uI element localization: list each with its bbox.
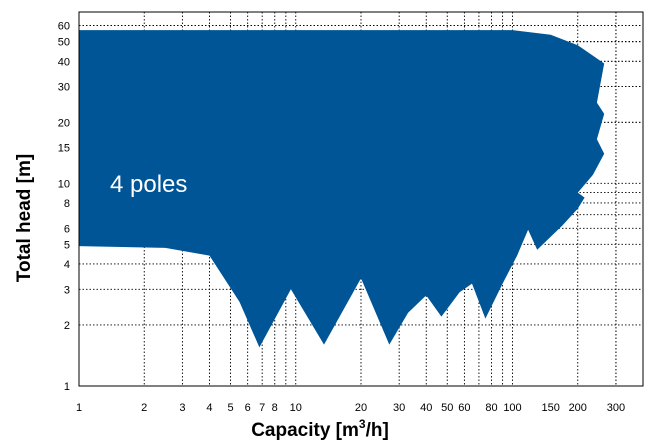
y-axis-tick-labels: 1 2 3 4 5 6 8 10 15 20 30 40 50 60 — [58, 21, 70, 393]
x-tick-label: 6 — [245, 402, 251, 414]
x-tick-label: 40 — [420, 402, 432, 414]
y-tick-label: 1 — [64, 381, 70, 393]
x-tick-label: 8 — [272, 402, 278, 414]
x-axis-title: Capacity [m3/h] — [251, 417, 389, 441]
x-tick-label: 2 — [141, 402, 147, 414]
y-tick-label: 60 — [58, 21, 70, 33]
operating-range-area — [79, 30, 605, 348]
y-tick-label: 30 — [58, 82, 70, 94]
x-tick-label: 4 — [206, 402, 212, 414]
x-tick-label: 100 — [503, 402, 521, 414]
plot-frame — [78, 11, 644, 387]
x-tick-label: 3 — [179, 402, 185, 414]
y-tick-label: 8 — [64, 198, 70, 210]
y-tick-label: 15 — [58, 143, 70, 155]
x-tick-label: 7 — [259, 402, 265, 414]
area-annotation: 4 poles — [110, 171, 187, 198]
x-tick-label: 20 — [355, 402, 367, 414]
x-tick-label: 5 — [227, 402, 233, 414]
y-tick-label: 50 — [58, 37, 70, 49]
x-tick-label: 300 — [607, 402, 625, 414]
y-axis-title: Total head [m] — [14, 154, 35, 282]
y-tick-label: 6 — [64, 223, 70, 235]
y-tick-label: 5 — [64, 239, 70, 251]
x-tick-label: 150 — [541, 402, 559, 414]
x-tick-label: 30 — [393, 402, 405, 414]
x-tick-label: 50 — [441, 402, 453, 414]
y-tick-label: 40 — [58, 56, 70, 68]
y-tick-label: 4 — [64, 259, 70, 271]
x-tick-label: 200 — [569, 402, 587, 414]
x-tick-label: 60 — [458, 402, 470, 414]
x-tick-label: 10 — [290, 402, 302, 414]
x-axis-tick-labels: 1 2 3 4 5 6 7 8 10 20 30 40 50 60 80 100 150 200 300 — [76, 402, 625, 414]
y-tick-label: 20 — [58, 117, 70, 129]
x-tick-label: 80 — [485, 402, 497, 414]
y-tick-label: 10 — [58, 178, 70, 190]
y-tick-label: 2 — [64, 320, 70, 332]
y-tick-label: 3 — [64, 284, 70, 296]
x-tick-label: 1 — [76, 402, 82, 414]
